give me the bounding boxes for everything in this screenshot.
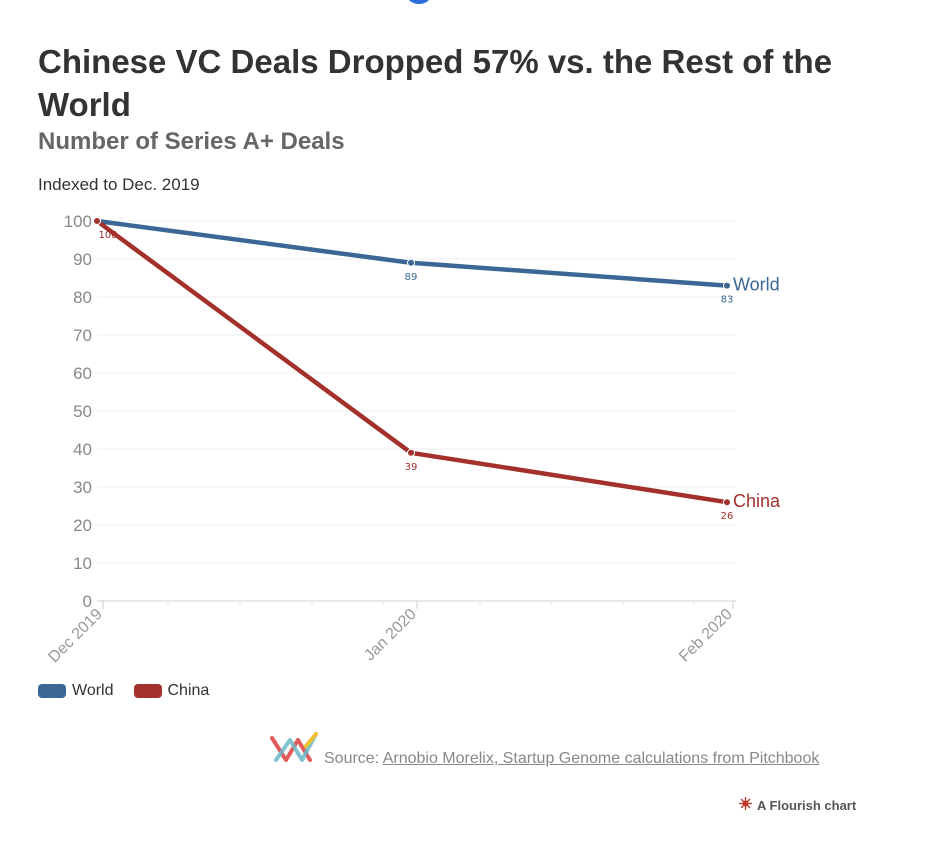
data-label: 100 (98, 230, 117, 241)
data-label: 26 (721, 511, 734, 522)
gridlines (97, 220, 736, 602)
legend: World China (38, 682, 229, 700)
chart-title: Chinese VC Deals Dropped 57% vs. the Res… (38, 43, 833, 123)
y-tick-label: 10 (73, 554, 92, 573)
legend-item-world[interactable]: World (38, 682, 114, 700)
chart-note: Indexed to Dec. 2019 (38, 175, 200, 194)
y-axis-ticks: 0 10 20 30 40 50 60 70 80 90 100 (64, 212, 92, 611)
data-point-china (407, 448, 415, 457)
series-points (93, 217, 731, 507)
x-tick-label: Feb 2020 (676, 606, 736, 666)
legend-swatch-china (133, 684, 162, 698)
y-tick-label: 100 (64, 212, 92, 231)
flourish-badge-icon (739, 797, 752, 813)
data-point-world (407, 258, 415, 267)
data-point-world (723, 281, 731, 290)
data-label: 39 (405, 462, 418, 473)
top-cropped-dot (407, 0, 431, 4)
y-tick-label: 40 (73, 440, 92, 459)
legend-label-world: World (72, 682, 114, 699)
series-end-label-world: World (733, 275, 780, 295)
source-prefix: Source: (324, 750, 383, 767)
x-tick-label: Jan 2020 (361, 606, 420, 665)
y-tick-label: 60 (73, 364, 92, 383)
data-point-china (723, 498, 731, 507)
x-axis: Dec 2019 Jan 2020 Feb 2020 (45, 601, 736, 666)
source-footer: Source: Arnobio Morelix, Startup Genome … (270, 732, 819, 772)
y-tick-label: 70 (73, 326, 92, 345)
flourish-badge[interactable]: A Flourish chart (739, 797, 856, 813)
data-label: 89 (405, 272, 418, 283)
y-tick-label: 20 (73, 516, 92, 535)
source-link[interactable]: Arnobio Morelix, Startup Genome calculat… (382, 750, 820, 767)
y-tick-label: 80 (73, 288, 92, 307)
data-label: 83 (721, 295, 734, 306)
x-tick-label: Dec 2019 (45, 606, 106, 667)
flourish-logo-icon (270, 732, 318, 772)
chart-subtitle: Number of Series A+ Deals (38, 128, 345, 155)
flourish-badge-text: A Flourish chart (757, 797, 857, 813)
y-tick-label: 0 (83, 592, 92, 611)
y-tick-label: 30 (73, 478, 92, 497)
legend-swatch-world (38, 684, 66, 698)
legend-label-china: China (167, 682, 210, 699)
y-tick-label: 90 (73, 250, 92, 269)
data-point-china (93, 217, 101, 225)
series-end-label-china: China (733, 491, 781, 511)
source-text: Source: Arnobio Morelix, Startup Genome … (324, 750, 819, 768)
legend-item-china[interactable]: China (133, 682, 210, 700)
y-tick-label: 50 (73, 402, 92, 421)
